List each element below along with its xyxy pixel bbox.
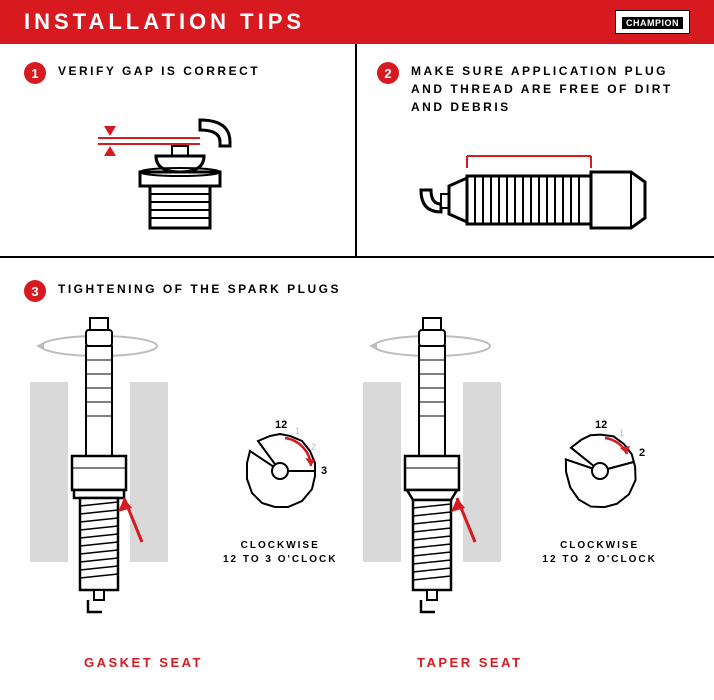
thread-diagram-icon — [401, 142, 671, 252]
step-1-illustration — [24, 102, 335, 232]
brand-logo-text: CHAMPION — [622, 17, 683, 29]
dial-3: 3 — [321, 465, 327, 477]
taper-seat-label: TAPER SEAT — [417, 655, 522, 670]
tightening-row: GASKET SEAT 12 1 2 3 CLOCKWISE 1 — [24, 312, 690, 670]
dial-12: 12 — [275, 419, 287, 431]
dial-2: 2 — [639, 447, 645, 459]
step-2-head: 2 MAKE SURE APPLICATION PLUG AND THREAD … — [377, 62, 694, 116]
step-1-cell: 1 VERIFY GAP IS CORRECT — [0, 44, 357, 256]
taper-column: TAPER SEAT 12 1 2 CLOCKWISE 12 TO 2 O'CL… — [357, 312, 690, 670]
step-1-head: 1 VERIFY GAP IS CORRECT — [24, 62, 335, 84]
step-3-text: TIGHTENING OF THE SPARK PLUGS — [58, 280, 341, 298]
taper-clock-label: CLOCKWISE 12 TO 2 O'CLOCK — [542, 539, 656, 567]
gasket-dial: 12 1 2 3 CLOCKWISE 12 TO 3 O'CLOCK — [223, 416, 337, 567]
dial-1: 1 — [295, 426, 300, 436]
header-bar: INSTALLATION TIPS CHAMPION — [0, 0, 714, 44]
page-title: INSTALLATION TIPS — [24, 9, 305, 35]
dial-12: 12 — [595, 419, 607, 431]
step-2-badge: 2 — [377, 62, 399, 84]
spark-plug-taper-icon — [357, 312, 507, 642]
dial-2: 2 — [311, 442, 316, 452]
gasket-clock-label: CLOCKWISE 12 TO 3 O'CLOCK — [223, 539, 337, 567]
clock-dial-gasket-icon: 12 1 2 3 — [225, 416, 335, 526]
step-3-head: 3 TIGHTENING OF THE SPARK PLUGS — [24, 280, 690, 302]
step-3-badge: 3 — [24, 280, 46, 302]
brand-logo: CHAMPION — [615, 10, 690, 34]
step-3-section: 3 TIGHTENING OF THE SPARK PLUGS — [0, 258, 714, 670]
dial-1: 1 — [619, 428, 624, 438]
gasket-column: GASKET SEAT 12 1 2 3 CLOCKWISE 1 — [24, 312, 357, 670]
gasket-plug-illustration: GASKET SEAT — [24, 312, 203, 670]
step-2-cell: 2 MAKE SURE APPLICATION PLUG AND THREAD … — [357, 44, 714, 256]
taper-clock-l1: CLOCKWISE — [560, 540, 639, 551]
gasket-clock-l2: 12 TO 3 O'CLOCK — [223, 554, 337, 565]
step-2-text: MAKE SURE APPLICATION PLUG AND THREAD AR… — [411, 62, 694, 116]
step-1-text: VERIFY GAP IS CORRECT — [58, 62, 260, 80]
gap-diagram-icon — [70, 102, 290, 232]
taper-plug-illustration: TAPER SEAT — [357, 312, 522, 670]
taper-clock-l2: 12 TO 2 O'CLOCK — [542, 554, 656, 565]
taper-dial: 12 1 2 CLOCKWISE 12 TO 2 O'CLOCK — [542, 416, 656, 567]
spark-plug-gasket-icon — [24, 312, 174, 642]
step-2-illustration — [377, 142, 694, 252]
step-1-badge: 1 — [24, 62, 46, 84]
gasket-clock-l1: CLOCKWISE — [241, 540, 320, 551]
clock-dial-taper-icon: 12 1 2 — [545, 416, 655, 526]
gasket-seat-label: GASKET SEAT — [84, 655, 203, 670]
top-grid: 1 VERIFY GAP IS CORRECT — [0, 44, 714, 258]
